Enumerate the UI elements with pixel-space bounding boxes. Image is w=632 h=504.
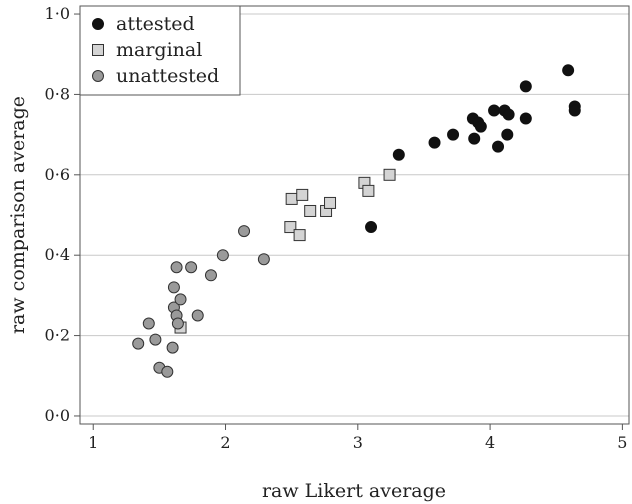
legend-marker-unattested <box>92 70 104 82</box>
point-unattested <box>166 341 179 354</box>
point-marginal <box>284 221 297 234</box>
point-attested <box>562 64 575 77</box>
axis-ticks: 0·0 0·2 0·4 0·6 0·8 1·0 1 2 3 4 5 <box>45 4 628 452</box>
data-points <box>132 64 581 378</box>
point-attested <box>519 80 532 93</box>
y-tick-label: 1·0 <box>45 4 70 23</box>
point-marginal <box>362 184 375 197</box>
point-unattested <box>191 309 204 322</box>
point-marginal <box>324 196 337 209</box>
plot-frame <box>79 5 630 425</box>
legend-marker-attested <box>92 18 104 30</box>
point-attested <box>447 128 460 141</box>
y-tick-label: 0·6 <box>45 165 70 184</box>
legend-label-unattested: unattested <box>116 65 219 87</box>
point-marginal <box>304 204 317 217</box>
point-unattested <box>161 365 174 378</box>
legend-box <box>79 5 241 96</box>
point-unattested <box>167 281 180 294</box>
point-unattested <box>257 253 270 266</box>
point-unattested <box>174 293 187 306</box>
y-tick-label: 0·0 <box>45 406 70 425</box>
point-marginal <box>293 229 306 242</box>
x-tick-label: 5 <box>617 433 627 452</box>
point-unattested <box>132 337 145 350</box>
point-attested <box>502 108 515 121</box>
y-tick-label: 0·4 <box>45 245 70 264</box>
point-unattested <box>204 269 217 282</box>
point-attested <box>568 104 581 117</box>
legend-label-attested: attested <box>116 13 195 35</box>
x-tick-label: 4 <box>485 433 495 452</box>
point-unattested <box>142 317 155 330</box>
point-unattested <box>216 249 229 262</box>
x-tick-label: 3 <box>353 433 363 452</box>
y-tick-label: 0·2 <box>45 326 70 345</box>
point-attested <box>365 221 378 234</box>
x-tick-label: 1 <box>88 433 98 452</box>
legend-marker-marginal <box>92 44 104 56</box>
point-attested <box>392 148 405 161</box>
point-marginal <box>285 192 298 205</box>
point-attested <box>474 120 487 133</box>
y-axis-title: raw comparison average <box>7 96 29 334</box>
point-attested <box>492 140 505 153</box>
point-marginal <box>296 188 309 201</box>
point-attested <box>428 136 441 149</box>
x-tick-label: 2 <box>220 433 230 452</box>
point-attested <box>501 128 514 141</box>
point-unattested <box>171 317 184 330</box>
legend-label-marginal: marginal <box>116 39 202 61</box>
point-attested <box>468 132 481 145</box>
point-unattested <box>170 261 183 274</box>
point-attested <box>519 112 532 125</box>
legend: attested marginal unattested <box>79 5 241 96</box>
y-tick-label: 0·8 <box>45 84 70 103</box>
point-marginal <box>383 168 396 181</box>
point-unattested <box>185 261 198 274</box>
x-axis-title: raw Likert average <box>262 480 446 502</box>
point-unattested <box>149 333 162 346</box>
point-unattested <box>238 225 251 238</box>
point-attested <box>488 104 501 117</box>
